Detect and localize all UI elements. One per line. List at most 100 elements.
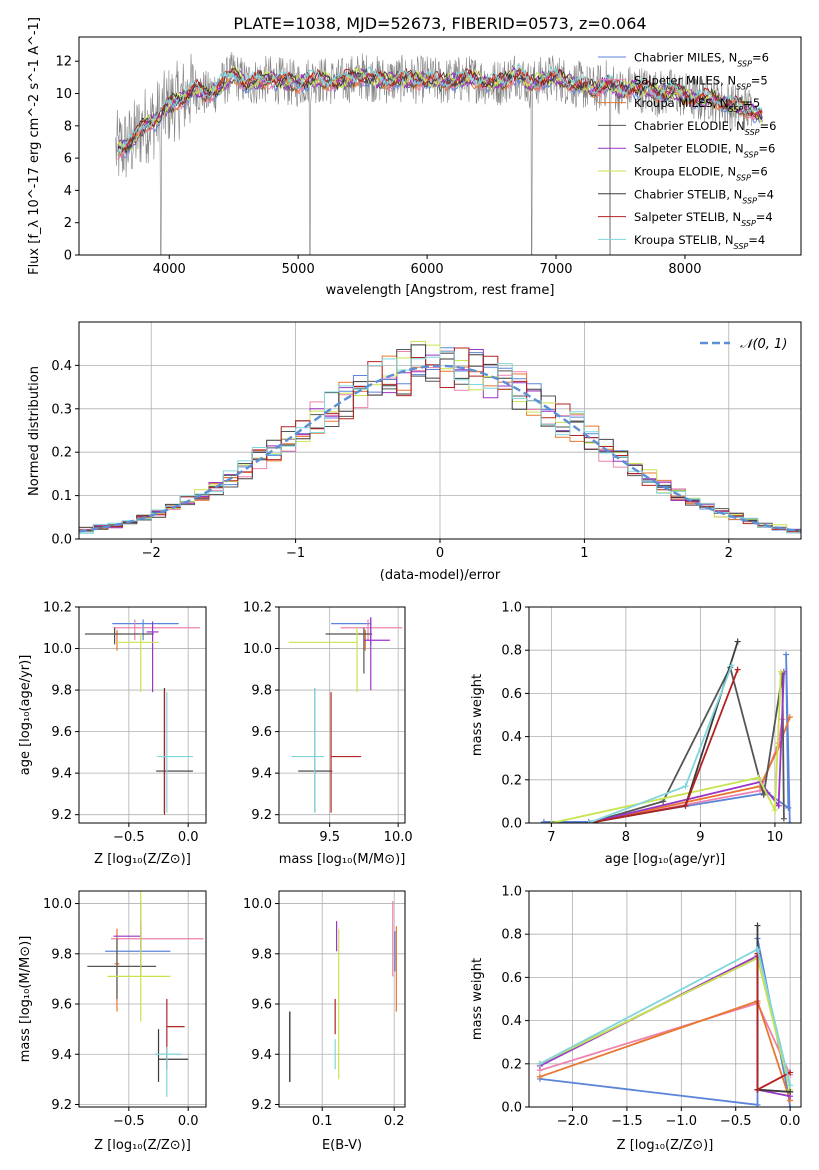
plot-area [289, 901, 397, 1082]
x-tick-label: 7 [547, 830, 555, 845]
normal-reference-curve [79, 364, 801, 533]
weight-line-5 [539, 954, 791, 1098]
y-tick-label: 8 [64, 119, 72, 134]
y-tick-label: 0.0 [51, 533, 72, 548]
axes-frame [278, 890, 406, 1108]
weight-marker [536, 1060, 543, 1067]
y-tick-label: 10.2 [243, 601, 272, 616]
panel-mass-vs-EBV: 0.1 0.2 9.2 9.4 9.6 9.8 10.0 E(B-V) [243, 890, 406, 1153]
errorbar-point-6 [288, 627, 358, 693]
plot-area [540, 638, 793, 823]
y-tick-label: 10 [55, 87, 72, 102]
y-axis-label: mass weight [470, 958, 485, 1040]
errorbar-point-9 [291, 688, 325, 813]
weight-marker [780, 815, 787, 822]
y-tick-label: 0.8 [501, 928, 522, 943]
weight-marker [760, 791, 767, 798]
x-tick-label: 9.5 [319, 830, 340, 845]
y-tick-label: 4 [64, 184, 72, 199]
x-axis-label: mass [log₁₀(M/M⊙)] [279, 852, 406, 867]
weight-marker [536, 1073, 543, 1080]
y-tick-label: 1.0 [501, 885, 522, 900]
x-tick-label: 5000 [282, 262, 315, 277]
legend-label-2: Salpeter MILES, NSSP=5 [634, 73, 768, 91]
weight-line-4 [539, 956, 791, 1093]
x-tick-label: −0.5 [113, 1114, 145, 1129]
figure-title: PLATE=1038, MJD=52673, FIBERID=0573, z=0… [233, 14, 646, 33]
x-tick-label: −0.5 [113, 830, 145, 845]
panel-mass-vs-Z: −0.5 0.0 9.2 9.4 9.6 9.8 10.0 Z [log₁₀(Z/Z⊙)] ma… [18, 890, 207, 1153]
y-tick-label: 9.6 [251, 998, 272, 1013]
plot-area [288, 617, 403, 813]
x-tick-label: −1.5 [611, 1114, 643, 1129]
weight-marker [777, 668, 784, 675]
x-axis-label: (data-model)/error [380, 568, 501, 583]
y-tick-label: 0.3 [51, 402, 72, 417]
weight-line-1 [543, 654, 791, 823]
axes-frame [78, 606, 207, 824]
weight-marker [775, 802, 782, 809]
y-tick-label: 0 [64, 249, 72, 264]
legend-label-normal: 𝒩(0, 1) [740, 337, 787, 352]
x-tick-label: 10 [767, 830, 784, 845]
panel-weight-vs-age: 7 8 9 10 0.0 0.2 0.4 0.6 0.8 1.0 age [log₁₀(age/yr… [470, 601, 802, 867]
y-tick-label: 9.2 [51, 808, 72, 823]
panel-age-vs-Z: −0.5 0.0 9.2 9.4 9.6 9.8 10.0 10.2 Z [log₁₀(Z/Z⊙… [18, 601, 207, 867]
plot-area [115, 52, 763, 255]
panel-spectrum: 4000 5000 6000 7000 8000 0 2 4 6 8 10 12 wavelength … [27, 17, 802, 298]
plot-area [536, 922, 794, 1107]
y-axis-label: Flux [f_λ 10^-17 erg cm^-2 s^-1 A^-1] [27, 17, 42, 275]
legend-label-5: Salpeter ELODIE, NSSP=6 [634, 142, 775, 160]
weight-marker [783, 651, 790, 658]
axes-frame [78, 890, 207, 1108]
y-tick-label: 9.8 [51, 947, 72, 962]
y-tick-label: 0.1 [51, 489, 72, 504]
y-tick-label: 10.0 [243, 897, 272, 912]
y-tick-label: 9.4 [51, 767, 72, 782]
weight-marker [754, 946, 761, 953]
weight-marker [728, 662, 735, 669]
weight-marker [787, 1088, 794, 1095]
y-tick-label: 10.0 [243, 642, 272, 657]
panel-residuals: −2 −1 0 1 2 0.0 0.1 0.2 0.3 0.4 𝒩(0, 1) (data-model… [27, 321, 802, 583]
weight-marker [786, 714, 793, 721]
y-tick-label: 0.2 [501, 773, 522, 788]
x-axis-label: Z [log₁₀(Z/Z⊙)] [94, 1138, 191, 1153]
weight-marker [755, 774, 762, 781]
x-tick-label: 0.0 [178, 1114, 199, 1129]
axes-frame [278, 606, 406, 824]
y-tick-label: 0.4 [51, 359, 72, 374]
errorbar-point-1 [112, 619, 179, 641]
y-tick-label: 9.4 [251, 767, 272, 782]
x-tick-label: 2 [725, 546, 733, 561]
errorbar-point-9 [154, 1046, 182, 1097]
errorbar-point-9 [157, 692, 193, 813]
y-tick-label: 10.2 [43, 601, 72, 616]
weight-marker [585, 820, 592, 823]
x-tick-label: 1 [580, 546, 588, 561]
y-tick-label: 9.2 [251, 1098, 272, 1113]
y-tick-label: 10.0 [43, 642, 72, 657]
panel-weight-vs-Z: −2.0 −1.5 −1.0 −0.5 0.0 0.0 0.2 0.4 0.6 0.8 1.0 Z [… [470, 885, 802, 1153]
y-tick-label: 9.2 [251, 808, 272, 823]
weight-line-6 [551, 671, 782, 823]
x-tick-label: 8 [622, 830, 630, 845]
errorbar-point-4 [325, 627, 373, 674]
x-tick-label: 0.0 [780, 1114, 801, 1129]
plot-area [87, 891, 204, 1097]
weight-marker [540, 818, 547, 823]
legend-label-1: Chabrier MILES, NSSP=6 [634, 51, 769, 69]
errorbar-point-7 [298, 688, 333, 813]
weight-marker [548, 820, 555, 823]
weight-marker [682, 783, 689, 790]
x-tick-label: 10.0 [384, 830, 413, 845]
weight-marker [734, 638, 741, 645]
y-axis-label: mass [log₁₀(M/M⊙)] [18, 936, 33, 1063]
weight-marker [787, 1082, 794, 1089]
y-tick-label: 9.4 [251, 1048, 272, 1063]
x-tick-label: 0 [436, 546, 444, 561]
y-tick-label: 9.8 [51, 684, 72, 699]
errorbar-point-4 [87, 938, 157, 999]
errorbar-point-6 [107, 891, 171, 1022]
